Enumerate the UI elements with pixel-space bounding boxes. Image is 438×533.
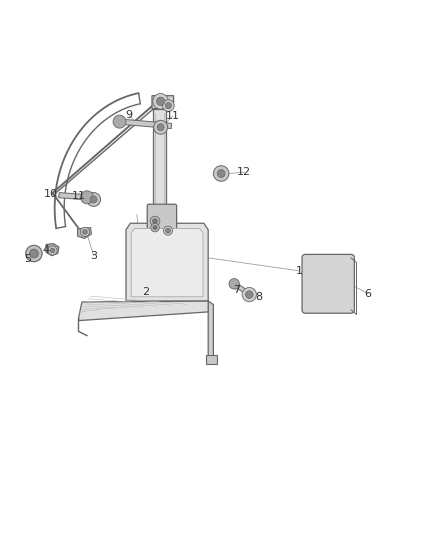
Circle shape bbox=[81, 228, 89, 237]
Circle shape bbox=[152, 219, 157, 223]
Circle shape bbox=[90, 196, 97, 203]
Circle shape bbox=[245, 291, 253, 298]
Polygon shape bbox=[78, 301, 208, 320]
Circle shape bbox=[165, 102, 172, 109]
Polygon shape bbox=[131, 229, 203, 297]
Polygon shape bbox=[59, 192, 87, 200]
Text: 11: 11 bbox=[71, 191, 85, 201]
Polygon shape bbox=[205, 355, 217, 364]
FancyBboxPatch shape bbox=[302, 254, 354, 313]
Circle shape bbox=[229, 279, 239, 289]
Polygon shape bbox=[119, 119, 172, 128]
Circle shape bbox=[151, 223, 159, 232]
Circle shape bbox=[50, 248, 55, 253]
Polygon shape bbox=[126, 223, 208, 301]
Text: 2: 2 bbox=[142, 287, 149, 297]
Text: 9: 9 bbox=[126, 110, 133, 120]
Text: 8: 8 bbox=[255, 292, 262, 302]
Circle shape bbox=[156, 97, 165, 106]
Text: 3: 3 bbox=[90, 251, 97, 261]
Text: 10: 10 bbox=[44, 189, 58, 199]
Polygon shape bbox=[208, 301, 213, 361]
Circle shape bbox=[30, 249, 38, 258]
Circle shape bbox=[87, 192, 100, 206]
Circle shape bbox=[26, 245, 42, 262]
Text: 4: 4 bbox=[42, 245, 49, 255]
Circle shape bbox=[81, 191, 94, 204]
Circle shape bbox=[150, 216, 160, 226]
Polygon shape bbox=[152, 96, 173, 109]
Circle shape bbox=[162, 100, 174, 111]
Text: 7: 7 bbox=[233, 285, 240, 295]
Circle shape bbox=[166, 228, 170, 233]
Circle shape bbox=[217, 169, 225, 177]
Circle shape bbox=[48, 246, 57, 255]
Text: 6: 6 bbox=[365, 289, 372, 298]
Circle shape bbox=[153, 225, 157, 230]
Circle shape bbox=[163, 226, 173, 235]
Text: 5: 5 bbox=[24, 254, 31, 264]
Circle shape bbox=[213, 166, 229, 181]
FancyBboxPatch shape bbox=[147, 204, 177, 233]
Circle shape bbox=[242, 287, 256, 302]
Polygon shape bbox=[233, 282, 248, 294]
Text: 11: 11 bbox=[166, 111, 180, 121]
Circle shape bbox=[113, 115, 126, 128]
Polygon shape bbox=[46, 244, 59, 256]
Circle shape bbox=[157, 124, 164, 131]
Circle shape bbox=[154, 120, 168, 134]
Text: 1: 1 bbox=[296, 266, 303, 276]
Circle shape bbox=[153, 93, 168, 109]
Bar bbox=[153, 109, 166, 206]
Text: 12: 12 bbox=[237, 167, 251, 177]
Circle shape bbox=[82, 230, 87, 235]
Polygon shape bbox=[78, 228, 92, 238]
